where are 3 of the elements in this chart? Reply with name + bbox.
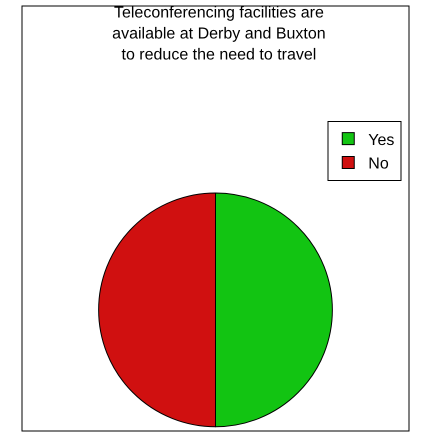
legend-label: No <box>368 156 389 173</box>
legend-label: Yes <box>368 132 394 149</box>
chart-title: Teleconferencing facilities are available at Derby and Buxton to reduce the need to travel <box>112 4 326 64</box>
